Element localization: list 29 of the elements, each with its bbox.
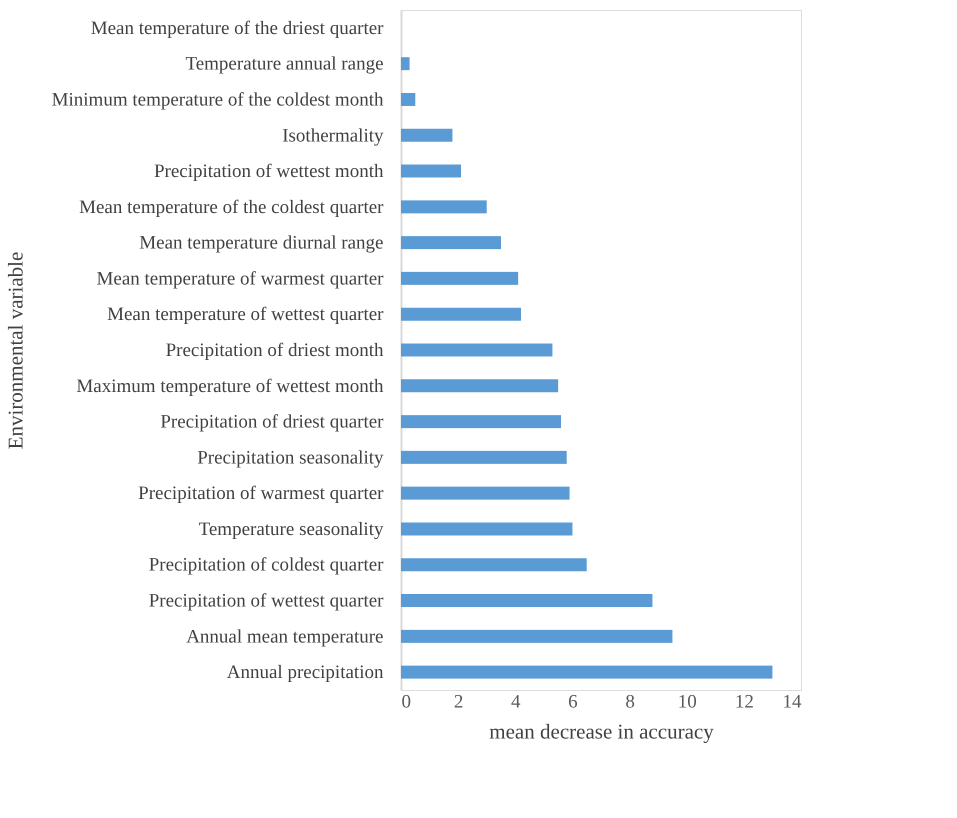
x-tick-label: 0 xyxy=(402,692,411,712)
y-tick-label: Precipitation of wettest month xyxy=(154,161,384,182)
y-tick-label: Precipitation of driest quarter xyxy=(160,412,384,433)
y-tick-label: Precipitation of wettest quarter xyxy=(148,590,384,612)
y-tick-label: Annual mean temperature xyxy=(186,626,384,648)
x-tick-label: 4 xyxy=(511,692,522,712)
y-tick-label: Temperature annual range xyxy=(185,54,384,75)
x-tick-label: 2 xyxy=(454,692,464,712)
x-tick-label: 10 xyxy=(678,692,697,712)
y-tick-label: Precipitation seasonality xyxy=(197,447,384,468)
y-tick-label: Mean temperature of the driest quarter xyxy=(90,18,384,39)
y-tick-label: Temperature seasonality xyxy=(198,518,384,540)
y-axis-title: Environmental variable xyxy=(4,252,28,450)
y-tick-label: Minimum temperature of the coldest month xyxy=(52,89,384,110)
y-tick-label: Precipitation of warmest quarter xyxy=(138,483,384,504)
y-tick-label: Maximum temperature of wettest month xyxy=(76,376,384,397)
y-tick-label: Mean temperature of wettest quarter xyxy=(107,304,384,326)
y-tick-label: Isothermality xyxy=(282,125,384,146)
y-tick-label: Precipitation of coldest quarter xyxy=(148,554,384,576)
y-tick-label: Precipitation of driest month xyxy=(166,340,384,361)
x-tick-label: 14 xyxy=(782,692,802,712)
y-tick-label: Annual precipitation xyxy=(226,662,384,684)
x-axis-title: mean decrease in accuracy xyxy=(489,720,714,744)
y-tick-label: Mean temperature of warmest quarter xyxy=(96,268,384,290)
x-tick-label: 12 xyxy=(734,692,754,712)
y-tick-label: Mean temperature diurnal range xyxy=(139,232,384,254)
x-tick-label: 6 xyxy=(568,692,578,712)
y-tick-label: Mean temperature of the coldest quarter xyxy=(79,196,384,218)
x-tick-label: 8 xyxy=(625,692,635,712)
